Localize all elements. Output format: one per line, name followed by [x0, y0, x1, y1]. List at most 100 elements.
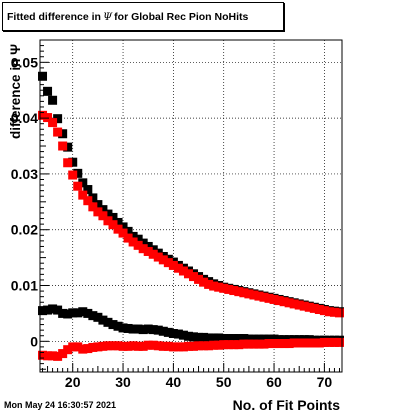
data-point-series-4 [83, 344, 93, 354]
data-point-series-1 [53, 114, 63, 124]
data-point-series-3 [239, 334, 249, 344]
data-point-series-4 [254, 339, 264, 349]
grid-lines [40, 40, 342, 372]
data-point-series-2 [88, 202, 98, 212]
chart-title: Fitted difference in Ψ for Global Rec Pi… [2, 2, 284, 31]
data-point-series-3 [234, 334, 244, 344]
x-tick-label: 30 [115, 374, 131, 390]
data-point-series-4 [299, 338, 309, 348]
data-point-series-1 [68, 157, 78, 167]
data-point-series-2 [148, 249, 158, 259]
data-point-series-3 [63, 309, 73, 319]
data-point-series-4 [274, 339, 284, 349]
data-point-series-2 [173, 263, 183, 273]
data-point-series-2 [294, 300, 304, 310]
data-point-series-4 [229, 340, 239, 350]
x-tick-label: 70 [317, 374, 333, 390]
data-point-series-3 [143, 324, 153, 334]
data-point-series-2 [249, 290, 259, 300]
data-point-series-1 [118, 222, 128, 232]
data-point-series-2 [93, 207, 103, 217]
data-point-series-3 [98, 315, 108, 325]
data-point-series-2 [158, 255, 168, 265]
data-point-series-1 [43, 86, 53, 96]
data-point-series-1 [48, 95, 58, 105]
data-point-series-2 [199, 277, 209, 287]
data-point-series-4 [183, 341, 193, 351]
data-point-series-2 [194, 274, 204, 284]
data-point-series-3 [249, 334, 259, 344]
data-point-series-4 [319, 337, 329, 347]
data-point-series-4 [329, 337, 339, 347]
data-point-series-1 [128, 231, 138, 241]
y-tick-label: 0.04 [11, 110, 38, 126]
data-point-series-2 [284, 298, 294, 308]
data-point-series-2 [239, 288, 249, 298]
data-point-series-3 [214, 333, 224, 343]
y-tick-label: 0.01 [11, 278, 38, 294]
data-point-series-4 [224, 340, 234, 350]
x-axis-label: No. of Fit Points [233, 397, 341, 413]
data-point-series-3 [219, 334, 229, 344]
data-point-series-2 [309, 303, 319, 313]
data-point-series-1 [123, 226, 133, 236]
data-point-series-4 [204, 341, 214, 351]
data-point-series-4 [58, 349, 68, 359]
data-point-series-3 [153, 325, 163, 335]
data-point-series-4 [168, 342, 178, 352]
data-point-series-2 [289, 299, 299, 309]
data-point-series-4 [48, 351, 58, 361]
data-point-series-4 [294, 338, 304, 348]
data-point-series-4 [173, 342, 183, 352]
data-point-series-2 [274, 296, 284, 306]
data-point-series-4 [43, 351, 53, 361]
data-point-series-1 [133, 234, 143, 244]
data-point-series-2 [304, 302, 314, 312]
data-point-series-2 [254, 291, 264, 301]
data-point-series-2 [73, 181, 83, 191]
data-point-series-2 [168, 260, 178, 270]
data-point-series-3 [38, 306, 48, 316]
data-point-series-3 [53, 305, 63, 315]
data-point-series-4 [194, 341, 204, 351]
data-point-series-2 [128, 237, 138, 247]
data-point-series-1 [143, 241, 153, 251]
data-point-series-3 [244, 334, 254, 344]
data-point-series-4 [284, 339, 294, 349]
data-point-series-3 [189, 332, 199, 342]
data-point-series-4 [53, 351, 63, 361]
data-point-series-2 [143, 246, 153, 256]
data-point-series-3 [209, 333, 219, 343]
data-point-series-4 [68, 342, 78, 352]
data-point-series-3 [133, 324, 143, 334]
data-point-series-1 [73, 168, 83, 178]
data-point-series-2 [299, 301, 309, 311]
title-text: Fitted difference in [7, 10, 101, 23]
data-point-series-2 [58, 141, 68, 151]
data-point-series-1 [98, 205, 108, 215]
data-point-series-4 [249, 339, 259, 349]
data-point-series-1 [58, 129, 68, 139]
title-psi-symbol: Ψ [102, 10, 113, 23]
data-point-series-4 [123, 341, 133, 351]
data-point-series-3 [259, 334, 269, 344]
data-point-series-2 [314, 305, 324, 315]
timestamp: Mon May 24 16:30:57 2021 [4, 400, 117, 410]
data-point-series-4 [108, 341, 118, 351]
data-point-series-3 [103, 317, 113, 327]
data-point-series-4 [259, 339, 269, 349]
data-point-series-4 [214, 340, 224, 350]
data-point-series-3 [178, 330, 188, 340]
data-point-series-3 [123, 323, 133, 333]
data-point-series-2 [138, 244, 148, 254]
data-point-series-2 [183, 269, 193, 279]
data-point-series-4 [103, 341, 113, 351]
y-tick-label: 0.03 [11, 166, 38, 182]
data-point-series-3 [93, 312, 103, 322]
data-point-series-2 [319, 306, 329, 316]
data-point-series-4 [309, 338, 319, 348]
data-point-series-4 [234, 340, 244, 350]
data-point-series-3 [88, 311, 98, 321]
data-point-series-3 [108, 320, 118, 330]
